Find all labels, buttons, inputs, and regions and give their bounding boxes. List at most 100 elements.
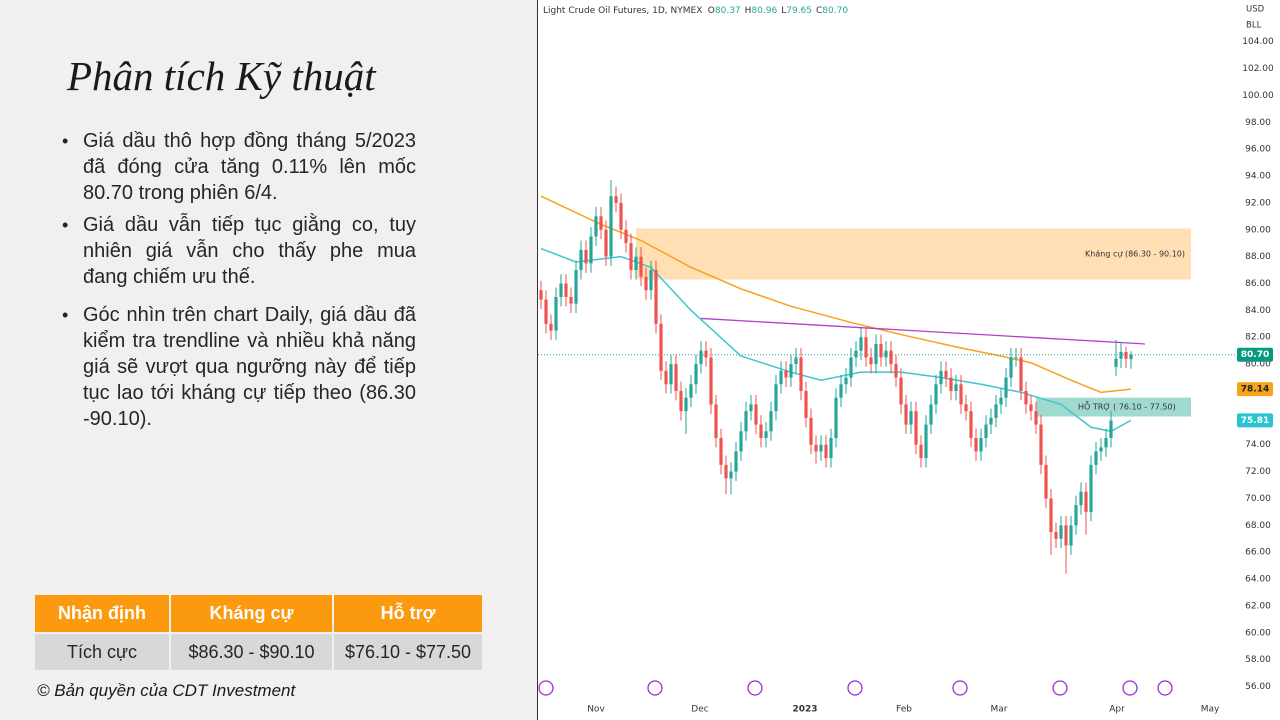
candle-body [644, 276, 648, 291]
candle-body [689, 384, 693, 398]
candle-body [1024, 390, 1028, 405]
candle-body [814, 444, 818, 452]
candle-body [964, 404, 968, 412]
bullet: Giá dầu thô hợp đồng tháng 5/2023 đã đón… [62, 128, 416, 206]
candle-body [744, 411, 748, 432]
table-header: Nhận định Kháng cự Hỗ trợ [35, 595, 482, 632]
y-tick-label: 100.00 [1242, 91, 1274, 101]
y-tick-label: 74.00 [1245, 440, 1271, 450]
y-tick-label: 80.00 [1245, 360, 1271, 370]
candle-body [984, 424, 988, 439]
candle-body [1119, 352, 1123, 359]
candle-body [559, 283, 563, 297]
candle-body [739, 431, 743, 452]
legend-value: 80.96 [751, 6, 777, 16]
candle-body [849, 357, 853, 378]
candle-body [904, 404, 908, 425]
candle-body [944, 370, 948, 378]
candle-body [854, 350, 858, 358]
candle-body [634, 256, 638, 271]
ma-line [540, 195, 1132, 394]
y-tick-label: 96.00 [1245, 145, 1271, 155]
y-tick-label: 70.00 [1245, 494, 1271, 504]
candle-body [614, 196, 618, 203]
legend-value: 80.37 [715, 6, 741, 16]
candle-body [629, 243, 633, 271]
candle-body [764, 431, 768, 439]
candle-body [809, 417, 813, 445]
candle-body [979, 438, 983, 452]
candle-body [919, 444, 923, 459]
bullet-list: Giá dầu thô hợp đồng tháng 5/2023 đã đón… [62, 128, 416, 438]
y-tick-label: 90.00 [1245, 225, 1271, 235]
candle-body [584, 249, 588, 264]
price-badge [1237, 413, 1273, 428]
y-tick-label: 66.00 [1245, 548, 1271, 558]
zone-label: Kháng cự (86.30 - 90.10) [1085, 249, 1185, 259]
legend-key: C [816, 6, 822, 16]
candle-body [704, 350, 708, 358]
candle-body [1074, 505, 1078, 526]
x-tick-label: Nov [587, 705, 605, 715]
y-tick-label: 56.00 [1245, 682, 1271, 692]
y-tick-label: 94.00 [1245, 172, 1271, 182]
y-tick-label: 82.00 [1245, 333, 1271, 343]
x-tick-label: 2023 [792, 705, 817, 715]
y-tick-label: 84.00 [1245, 306, 1271, 316]
cell: $76.10 - $77.50 [334, 634, 482, 670]
x-tick-label: May [1201, 705, 1220, 715]
candle-body [909, 411, 913, 425]
copyright: © Bản quyền của CDT Investment [37, 681, 296, 700]
y-tick-label: 98.00 [1245, 118, 1271, 128]
candle-body [694, 364, 698, 385]
candle-body [599, 216, 603, 230]
candle-body [1044, 464, 1048, 499]
candle-body [749, 404, 753, 412]
y-tick-label: 72.00 [1245, 467, 1271, 477]
candle-body [569, 296, 573, 304]
candle-body [859, 337, 863, 351]
y-tick-label: 104.00 [1242, 37, 1274, 47]
candle-body [624, 229, 628, 244]
candle-body [699, 350, 703, 365]
legend-value: 79.65 [786, 6, 812, 16]
candle-body [989, 417, 993, 425]
y-tick-label: 88.00 [1245, 252, 1271, 262]
candle-body [709, 357, 713, 405]
candle-body [579, 249, 583, 271]
candle-body [574, 270, 578, 304]
zone [636, 228, 1191, 280]
candle-body [684, 397, 688, 412]
event-icons [538, 680, 1173, 696]
candle-body [914, 411, 918, 445]
cell: $86.30 - $90.10 [171, 634, 332, 670]
chart-title: Light Crude Oil Futures, 1D, NYMEX [543, 6, 702, 16]
candle-body [1114, 358, 1118, 367]
candle-body [1094, 451, 1098, 465]
price-badge [1237, 382, 1273, 397]
candle-body [949, 377, 953, 391]
y-tick-label: 68.00 [1245, 521, 1271, 531]
currency: USD [1246, 5, 1265, 15]
legend-key: O [708, 6, 715, 16]
candle-body [719, 438, 723, 465]
candle-body [619, 202, 623, 230]
candle-body [934, 384, 938, 405]
price-badge-label: 75.81 [1241, 416, 1269, 426]
candle-body [879, 343, 883, 358]
candle-body [1064, 525, 1068, 546]
candle-body [869, 357, 873, 365]
candle-body [804, 390, 808, 418]
candle-body [589, 236, 593, 264]
candle-body [1039, 424, 1043, 465]
chart-header: Light Crude Oil Futures, 1D, NYMEX O80.37… [543, 6, 848, 16]
header-cell: Kháng cự [171, 595, 332, 632]
price-badge-label: 78.14 [1241, 385, 1269, 395]
candle-body [754, 404, 758, 425]
candle-body [759, 424, 763, 439]
candle-body [609, 196, 613, 257]
candle-body [1059, 525, 1063, 539]
candle-body [1014, 357, 1018, 359]
candle-body [844, 377, 848, 385]
